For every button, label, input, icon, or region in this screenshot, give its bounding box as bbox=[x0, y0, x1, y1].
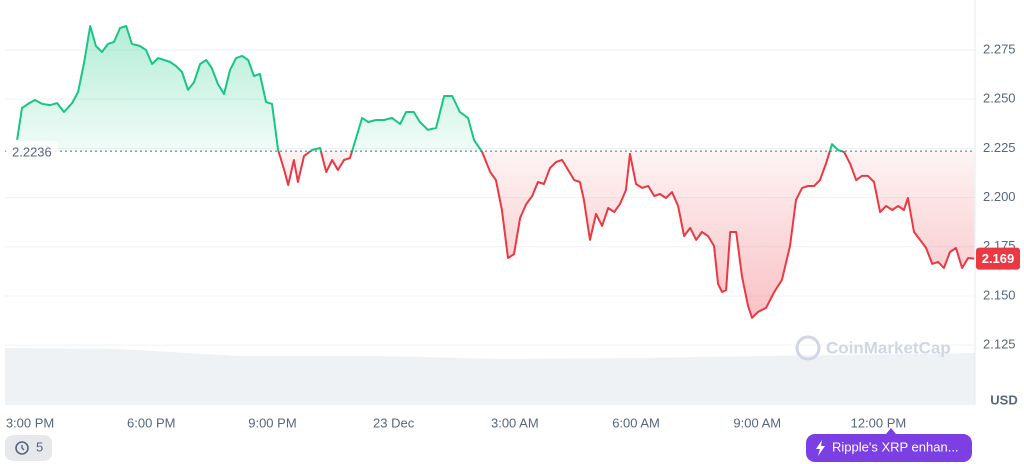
history-button[interactable]: 5 bbox=[5, 435, 52, 461]
history-icon-hand bbox=[21, 445, 25, 451]
news-pointer bbox=[886, 428, 896, 434]
news-pill[interactable]: Ripple's XRP enhan... bbox=[806, 428, 972, 462]
x-tick-label: 3:00 AM bbox=[491, 415, 539, 430]
x-tick-label: 23 Dec bbox=[373, 415, 415, 430]
x-tick-label: 6:00 PM bbox=[127, 415, 175, 430]
x-tick-label: 9:00 PM bbox=[248, 415, 296, 430]
y-tick-label: 2.275 bbox=[983, 41, 1016, 56]
watermark-text: CoinMarketCap bbox=[826, 338, 951, 357]
watermark-logo bbox=[795, 335, 821, 361]
y-tick-label: 2.200 bbox=[983, 189, 1016, 204]
y-tick-label: 2.125 bbox=[983, 337, 1016, 352]
baseline-label: 2.2236 bbox=[12, 145, 52, 160]
y-tick-label: 2.150 bbox=[983, 287, 1016, 302]
volume-area bbox=[5, 348, 975, 405]
y-tick-label: 2.250 bbox=[983, 91, 1016, 106]
news-bg[interactable] bbox=[806, 434, 972, 462]
current-price-label: 2.169 bbox=[982, 251, 1015, 266]
baseline-label-bg bbox=[6, 141, 58, 162]
x-tick-label: 6:00 AM bbox=[612, 415, 660, 430]
watermark: CoinMarketCap bbox=[795, 335, 951, 361]
history-icon bbox=[15, 441, 29, 455]
price-area bbox=[17, 26, 975, 318]
history-count: 5 bbox=[36, 439, 43, 454]
x-tick-label: 12:00 PM bbox=[851, 415, 907, 430]
current-price-badge bbox=[976, 247, 1020, 270]
price-line bbox=[16, 25, 975, 319]
y-axis-label: USD bbox=[990, 392, 1017, 407]
y-tick-label: 2.225 bbox=[983, 140, 1016, 155]
x-tick-label: 3:00 PM bbox=[6, 415, 54, 430]
x-tick-label: 9:00 AM bbox=[733, 415, 781, 430]
news-icon bbox=[816, 440, 825, 456]
news-text: Ripple's XRP enhan... bbox=[832, 439, 959, 454]
